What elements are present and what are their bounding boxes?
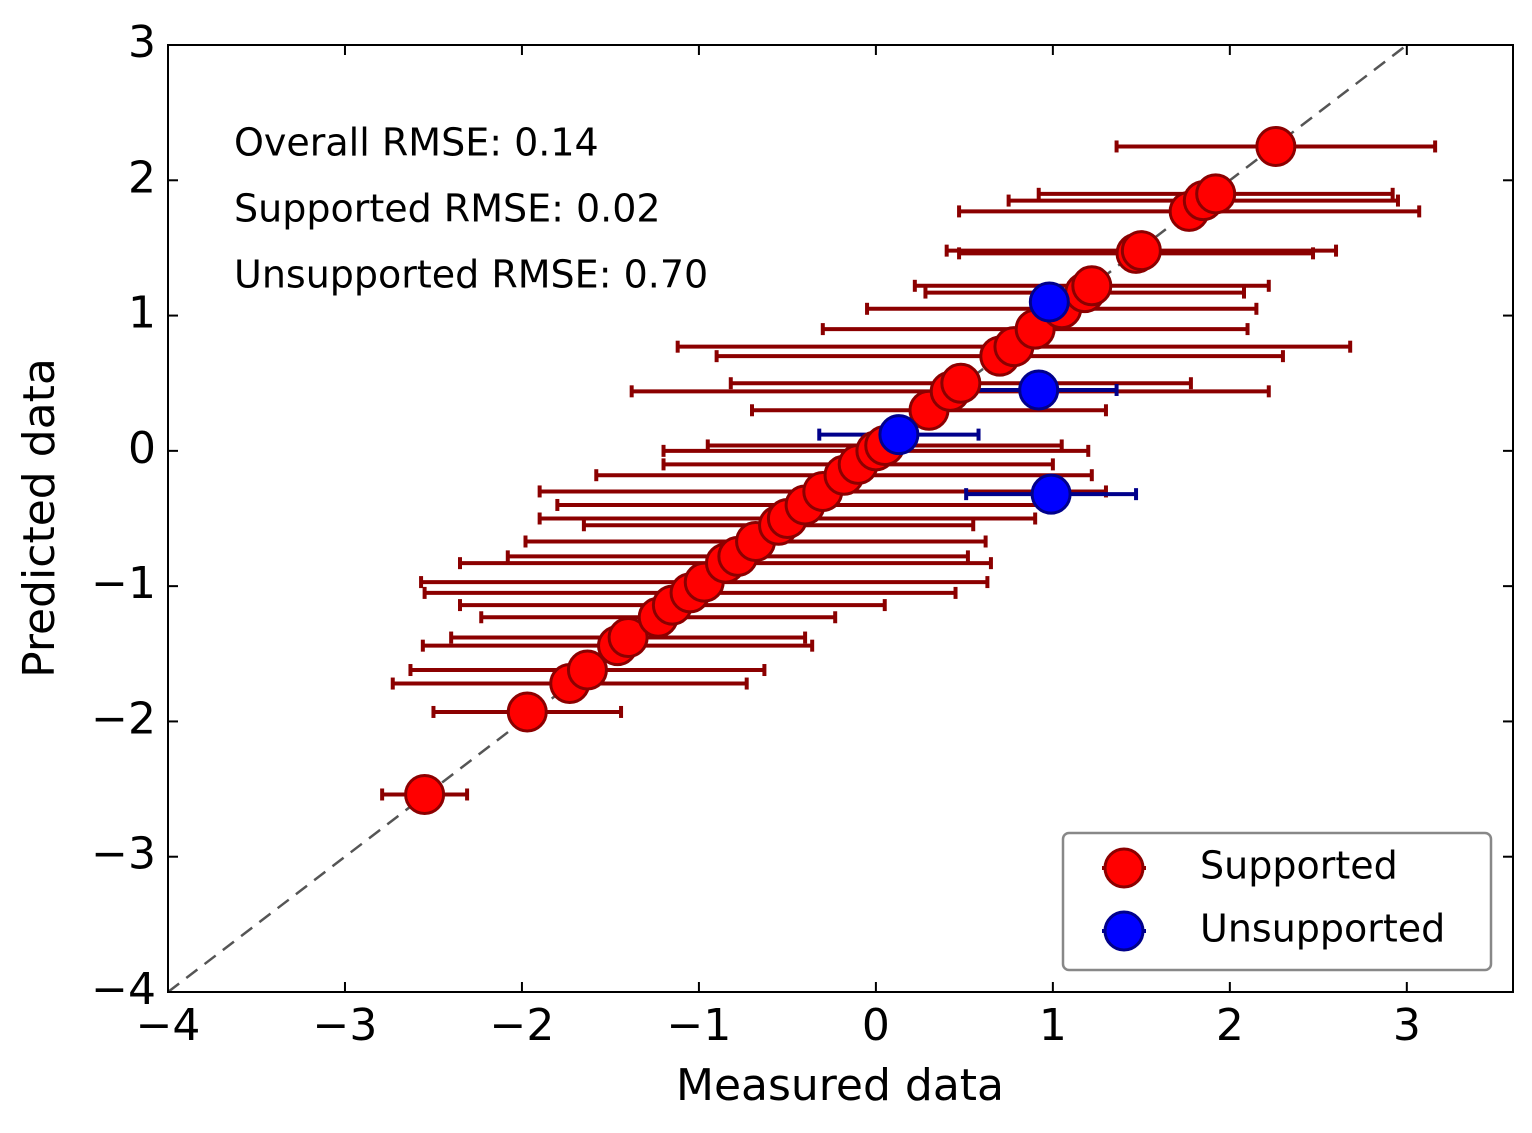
x-tick-label: −2 <box>490 1000 555 1051</box>
x-tick-label: 1 <box>1039 1000 1067 1051</box>
legend-label: Supported <box>1200 844 1398 888</box>
plot-frame <box>167 44 1514 993</box>
point <box>1071 265 1113 307</box>
point <box>1018 369 1060 411</box>
x-tick-label: 2 <box>1216 1000 1244 1051</box>
point <box>1030 473 1072 515</box>
point <box>506 691 548 733</box>
x-tick-label: −3 <box>313 1000 378 1051</box>
point <box>1028 281 1070 323</box>
point <box>566 649 608 691</box>
y-tick-label: −2 <box>91 693 156 744</box>
x-tick-label: 0 <box>862 1000 890 1051</box>
point <box>1120 230 1162 272</box>
legend-marker <box>1103 847 1145 889</box>
y-tick-label: −3 <box>91 829 156 880</box>
legend-label: Unsupported <box>1200 907 1445 951</box>
x-tick-label: 3 <box>1393 1000 1421 1051</box>
y-axis-label: Predicted data <box>14 358 65 678</box>
point <box>1195 173 1237 215</box>
annotation: Supported RMSE: 0.02 <box>234 187 661 231</box>
x-tick-label: −4 <box>136 1000 201 1051</box>
annotation: Overall RMSE: 0.14 <box>234 121 599 165</box>
x-axis-label: Measured data <box>676 1060 1004 1111</box>
y-tick-label: −4 <box>91 964 156 1015</box>
point <box>878 414 920 456</box>
y-tick-label: 3 <box>128 17 156 68</box>
y-tick-label: −1 <box>91 558 156 609</box>
point <box>940 362 982 404</box>
y-tick-label: 1 <box>128 288 156 339</box>
legend-marker <box>1103 910 1145 952</box>
legend-box <box>1061 831 1493 972</box>
x-tick-label: −1 <box>666 1000 731 1051</box>
annotation: Unsupported RMSE: 0.70 <box>234 253 708 297</box>
point <box>404 773 446 815</box>
point <box>1255 125 1297 167</box>
point <box>607 617 649 659</box>
y-tick-label: 2 <box>128 152 156 203</box>
y-tick-label: 0 <box>128 423 156 474</box>
